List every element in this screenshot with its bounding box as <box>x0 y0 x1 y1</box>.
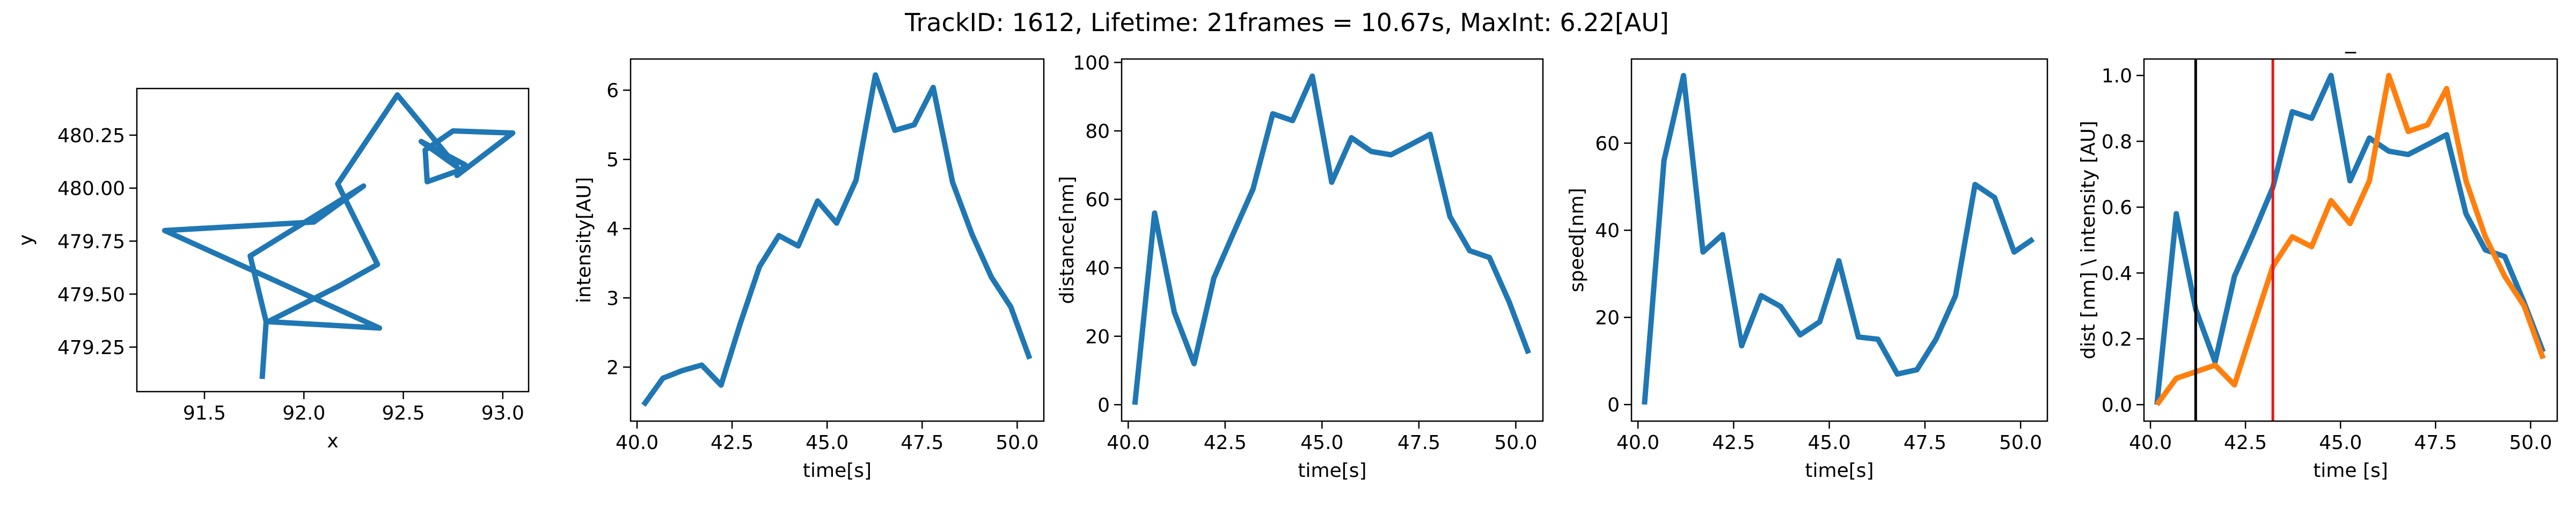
y-tick-label: 100 <box>1073 52 1110 74</box>
y-tick-label: 479.50 <box>57 284 125 306</box>
x-tick-label: 47.5 <box>901 432 943 454</box>
y-tick-label: 60 <box>1085 189 1110 211</box>
y-axis-label: intensity[AU] <box>573 177 595 303</box>
x-tick-label: 42.5 <box>2224 432 2267 454</box>
x-tick-label: 40.0 <box>2129 432 2172 454</box>
panel-intensity: 40.0 42.5 45.0 47.5 50.0 2 3 4 5 6 time[s] intensit… <box>573 58 1045 482</box>
y-tick-label: 80 <box>1085 121 1110 143</box>
axes-frame <box>136 87 530 393</box>
x-axis-label: x <box>327 430 338 452</box>
panel-title: _ <box>2345 29 2357 54</box>
x-tick-label: 45.0 <box>1808 432 1851 454</box>
y-tick-label: 2 <box>606 357 619 379</box>
x-axis-label: time[s] <box>803 460 872 482</box>
y-tick-label: 1.0 <box>2102 65 2132 87</box>
y-tick-label: 6 <box>606 80 619 102</box>
y-tick-label: 0.0 <box>2102 394 2132 416</box>
x-tick-label: 42.5 <box>1204 432 1247 454</box>
axes-frame <box>2143 58 2558 422</box>
x-tick-label: 50.0 <box>1494 432 1537 454</box>
x-tick-label: 50.0 <box>996 432 1038 454</box>
panel-speed: 40.0 42.5 45.0 47.5 50.0 0 20 40 60 time[s] speed[… <box>1566 58 2048 482</box>
y-tick-label: 0.4 <box>2102 263 2132 285</box>
axes-frame <box>1630 58 2048 422</box>
series-line-0 <box>162 92 516 379</box>
panel-normalized: 40.0 42.5 45.0 47.5 50.0 0.0 0.2 0.4 0.6 0.8 1.0 ti… <box>2077 29 2558 482</box>
series-line-0 <box>641 72 1033 407</box>
y-tick-label: 0 <box>1097 394 1110 416</box>
y-tick-label: 60 <box>1595 133 1620 155</box>
y-axis-label: speed[nm] <box>1566 188 1588 292</box>
y-tick-label: 480.25 <box>57 125 125 147</box>
panel-xy-trajectory: 91.5 92.0 92.5 93.0 479.25 479.50 479.75 480.00… <box>15 87 530 452</box>
y-tick-label: 480.00 <box>57 178 125 200</box>
x-axis-label: time[s] <box>1298 460 1366 482</box>
y-tick-label: 479.25 <box>57 337 125 359</box>
y-axis-label: distance[nm] <box>1056 176 1078 304</box>
y-tick-label: 0 <box>1607 394 1620 416</box>
series-line-1 <box>2155 72 2546 407</box>
x-tick-label: 45.0 <box>2319 432 2362 454</box>
y-tick-label: 4 <box>606 218 619 240</box>
y-axis-label: dist [nm] \ intensity [AU] <box>2077 121 2099 359</box>
x-tick-label: 47.5 <box>2414 432 2457 454</box>
y-axis-label: y <box>15 234 37 246</box>
x-tick-label: 93.0 <box>481 402 524 424</box>
y-tick-label: 20 <box>1085 326 1110 348</box>
x-tick-label: 40.0 <box>1107 432 1150 454</box>
x-tick-label: 42.5 <box>1712 432 1755 454</box>
series-line-0 <box>1642 72 2035 405</box>
y-tick-label: 0.2 <box>2102 329 2132 351</box>
x-tick-label: 45.0 <box>1300 432 1343 454</box>
y-tick-label: 0.6 <box>2102 197 2132 219</box>
y-tick-label: 40 <box>1085 258 1110 279</box>
y-tick-label: 3 <box>606 288 619 310</box>
figure-title: TrackID: 1612, Lifetime: 21frames = 10.6… <box>904 8 1669 37</box>
x-axis-label: time[s] <box>1805 460 1874 482</box>
series-line-0 <box>1132 73 1531 405</box>
x-tick-label: 92.5 <box>382 402 425 424</box>
x-tick-label: 91.5 <box>183 402 226 424</box>
x-tick-label: 45.0 <box>806 432 848 454</box>
x-tick-label: 47.5 <box>1397 432 1440 454</box>
y-tick-label: 5 <box>606 149 619 171</box>
axes-frame <box>1121 58 1544 422</box>
x-tick-label: 40.0 <box>1616 432 1659 454</box>
x-axis-label: time [s] <box>2313 460 2388 482</box>
x-tick-label: 92.0 <box>282 402 325 424</box>
y-tick-label: 479.75 <box>57 231 125 253</box>
x-tick-label: 47.5 <box>1904 432 1946 454</box>
x-tick-label: 42.5 <box>711 432 753 454</box>
x-tick-label: 40.0 <box>616 432 658 454</box>
series-line-0 <box>2154 72 2546 405</box>
y-tick-label: 20 <box>1595 307 1620 329</box>
axes-frame <box>630 58 1045 422</box>
y-tick-label: 40 <box>1595 220 1620 242</box>
panel-distance: 40.0 42.5 45.0 47.5 50.0 0 20 40 60 80 100 time[s] d… <box>1056 52 1544 482</box>
y-tick-label: 0.8 <box>2102 131 2132 153</box>
x-tick-label: 50.0 <box>2509 432 2552 454</box>
x-tick-label: 50.0 <box>1999 432 2042 454</box>
